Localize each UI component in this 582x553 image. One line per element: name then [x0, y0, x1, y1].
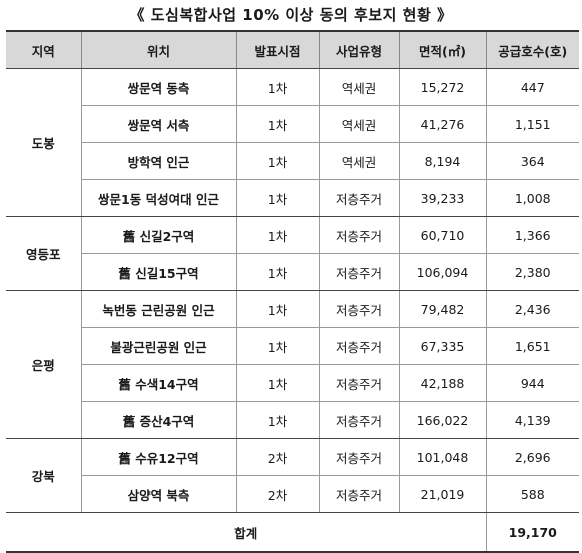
supply-cell: 364 — [485, 142, 579, 180]
total-label: 합계 — [6, 512, 487, 553]
table-row: 舊 신길15구역 1차 저층주거 106,094 2,380 — [6, 253, 579, 291]
supply-cell: 2,380 — [485, 253, 579, 291]
table-row: 은평 녹번동 근린공원 인근 1차 저층주거 79,482 2,436 — [6, 290, 579, 439]
total-supply: 19,170 — [485, 512, 579, 553]
header-supply: 공급호수(호) — [485, 30, 579, 69]
type-cell: 역세권 — [318, 105, 400, 143]
supply-cell: 944 — [485, 364, 579, 402]
location-cell: 쌍문역 동측 — [80, 68, 237, 106]
header-area: 면적(㎡) — [398, 30, 487, 69]
announce-cell: 1차 — [235, 179, 320, 217]
table-row: 불광근린공원 인근 1차 저층주거 67,335 1,651 — [6, 327, 579, 365]
table-row: 강북 舊 수유12구역 2차 저층주거 101,048 2,696 — [6, 438, 579, 513]
location-cell: 방학역 인근 — [81, 142, 237, 180]
header-type: 사업유형 — [318, 30, 400, 69]
supply-cell: 1,151 — [485, 105, 579, 143]
location-cell: 舊 증산4구역 — [81, 401, 237, 439]
location-cell: 쌍문역 서측 — [81, 105, 237, 143]
type-cell: 저층주거 — [318, 290, 400, 328]
announce-cell: 1차 — [235, 327, 320, 365]
page-title: 《 도심복합사업 10% 이상 동의 후보지 현황 》 — [129, 6, 453, 24]
header-announce: 발표시점 — [235, 30, 320, 69]
area-cell: 41,276 — [398, 105, 487, 143]
area-cell: 42,188 — [398, 364, 487, 402]
area-cell: 101,048 — [398, 438, 487, 476]
supply-cell: 1,008 — [485, 179, 579, 217]
announce-cell: 1차 — [235, 290, 320, 328]
table-row: 쌍문역 서측 1차 역세권 41,276 1,151 — [6, 105, 579, 143]
table-row: 쌍문1동 덕성여대 인근 1차 저층주거 39,233 1,008 — [6, 179, 579, 217]
total-row: 합계 19,170 — [6, 512, 579, 553]
area-cell: 39,233 — [398, 179, 487, 217]
area-cell: 166,022 — [398, 401, 487, 439]
table-row: 도봉 쌍문역 동측 1차 역세권 15,272 447 — [6, 68, 579, 217]
type-cell: 저층주거 — [318, 438, 400, 476]
supply-cell: 2,436 — [485, 290, 579, 328]
table-row: 영등포 舊 신길2구역 1차 저층주거 60,710 1,366 — [6, 216, 579, 291]
announce-cell: 2차 — [235, 475, 320, 513]
table-row: 舊 수색14구역 1차 저층주거 42,188 944 — [6, 364, 579, 402]
table-header-row: 지역 위치 발표시점 사업유형 면적(㎡) 공급호수(호) — [6, 30, 579, 69]
announce-cell: 1차 — [235, 216, 320, 254]
header-location: 위치 — [80, 30, 237, 69]
announce-cell: 1차 — [235, 401, 320, 439]
announce-cell: 2차 — [235, 438, 320, 476]
location-cell: 舊 수색14구역 — [81, 364, 237, 402]
table-row: 삼양역 북측 2차 저층주거 21,019 588 — [6, 475, 579, 513]
type-cell: 역세권 — [318, 142, 400, 180]
region-cell: 영등포 — [6, 216, 82, 291]
candidate-sites-table: 지역 위치 발표시점 사업유형 면적(㎡) 공급호수(호) 도봉 쌍문역 동측 … — [6, 30, 579, 553]
announce-cell: 1차 — [235, 364, 320, 402]
supply-cell: 447 — [485, 68, 579, 106]
announce-cell: 1차 — [235, 253, 320, 291]
announce-cell: 1차 — [235, 142, 320, 180]
location-cell: 녹번동 근린공원 인근 — [80, 290, 237, 328]
header-region: 지역 — [6, 30, 82, 69]
table-row: 舊 증산4구역 1차 저층주거 166,022 4,139 — [6, 401, 579, 439]
location-cell: 舊 신길2구역 — [80, 216, 237, 254]
area-cell: 106,094 — [398, 253, 487, 291]
region-cell: 도봉 — [6, 68, 82, 217]
supply-cell: 1,366 — [485, 216, 579, 254]
type-cell: 저층주거 — [318, 179, 400, 217]
supply-cell: 4,139 — [485, 401, 579, 439]
area-cell: 8,194 — [398, 142, 487, 180]
type-cell: 저층주거 — [318, 364, 400, 402]
area-cell: 60,710 — [398, 216, 487, 254]
type-cell: 저층주거 — [318, 475, 400, 513]
location-cell: 舊 신길15구역 — [81, 253, 237, 291]
location-cell: 舊 수유12구역 — [80, 438, 237, 476]
region-cell: 강북 — [6, 438, 82, 513]
announce-cell: 1차 — [235, 105, 320, 143]
area-cell: 67,335 — [398, 327, 487, 365]
supply-cell: 588 — [485, 475, 579, 513]
supply-cell: 2,696 — [485, 438, 579, 476]
area-cell: 79,482 — [398, 290, 487, 328]
type-cell: 저층주거 — [318, 253, 400, 291]
area-cell: 15,272 — [398, 68, 487, 106]
region-cell: 은평 — [6, 290, 82, 439]
location-cell: 삼양역 북측 — [81, 475, 237, 513]
type-cell: 저층주거 — [318, 401, 400, 439]
type-cell: 저층주거 — [318, 216, 400, 254]
location-cell: 불광근린공원 인근 — [81, 327, 237, 365]
announce-cell: 1차 — [235, 68, 320, 106]
location-cell: 쌍문1동 덕성여대 인근 — [81, 179, 237, 217]
area-cell: 21,019 — [398, 475, 487, 513]
type-cell: 저층주거 — [318, 327, 400, 365]
table-row: 방학역 인근 1차 역세권 8,194 364 — [6, 142, 579, 180]
type-cell: 역세권 — [318, 68, 400, 106]
supply-cell: 1,651 — [485, 327, 579, 365]
